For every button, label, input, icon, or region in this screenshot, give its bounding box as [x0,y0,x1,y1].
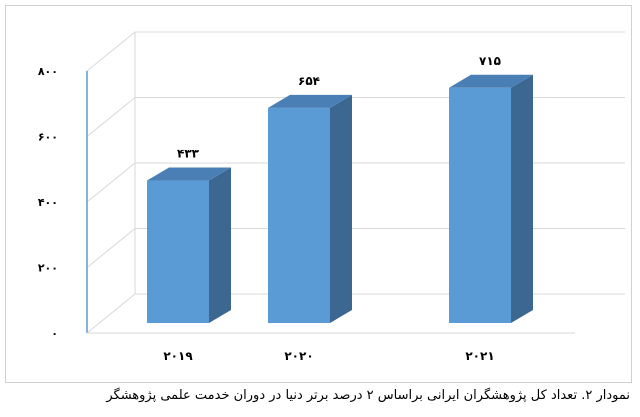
x-tick-label: ۲۰۱۹ [163,349,193,363]
bar-front [147,180,209,323]
gridline [86,31,625,72]
bar-side [511,74,533,323]
data-label: ۴۳۳ [177,147,200,161]
figure-caption: نمودار ۲. تعداد کل پژوهشگران ایرانی براس… [106,388,630,403]
bar-top [268,94,352,108]
y-tick-label: ۶۰۰ [38,131,58,144]
y-tick-label: ۴۰۰ [38,196,58,209]
bar-side [209,167,231,323]
x-tick-label: ۲۰۲۰ [284,349,313,363]
x-tick-label: ۲۰۲۱ [465,349,494,363]
data-label: ۶۵۴ [298,74,320,88]
bar-top [147,167,231,181]
bar-front [449,87,511,323]
y-tick-label: ۰ [51,327,58,340]
bar-side [330,94,352,323]
chart-frame [5,5,632,383]
y-tick-label: ۸۰۰ [38,65,58,78]
gridline [86,97,625,137]
bar-top [449,74,533,88]
data-label: ۷۱۵ [479,54,501,68]
bar-front [268,107,330,323]
y-tick-label: ۲۰۰ [38,262,58,275]
